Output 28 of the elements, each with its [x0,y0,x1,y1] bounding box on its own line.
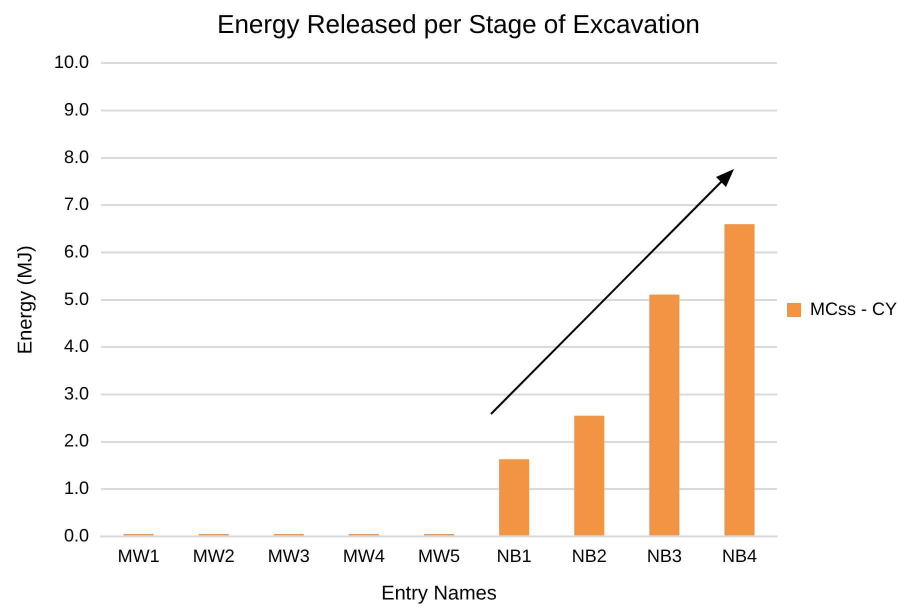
y-tick-label: 7.0 [64,194,90,214]
x-tick-label: NB4 [722,546,757,566]
x-tick-label: NB1 [496,546,532,566]
y-tick-label: 10.0 [54,52,90,72]
bar [574,416,604,536]
x-tick-label: MW1 [118,546,160,566]
y-tick-label: 8.0 [64,146,90,167]
x-tick-label: MW3 [268,546,310,566]
bar [724,224,754,536]
y-axis-title: Energy (MJ) [14,245,37,354]
y-tick-label: 5.0 [64,288,90,309]
y-tick-label: 0.0 [64,525,90,546]
y-tick-label: 3.0 [64,383,90,404]
x-tick-label: MW2 [192,546,235,566]
y-tick-label: 4.0 [64,336,90,356]
bar [649,294,680,536]
legend-label: MCss - CY [810,298,898,319]
x-tick-label: NB3 [646,546,682,566]
x-tick-label: NB2 [572,546,607,566]
y-tick-label: 9.0 [64,99,90,120]
y-tick-label: 6.0 [64,241,90,262]
x-tick-label: MW5 [418,546,460,566]
chart-title: Energy Released per Stage of Excavation [217,8,700,39]
x-tick-label: MW4 [342,546,385,566]
x-axis-title: Entry Names [381,582,497,605]
bar [499,459,530,536]
y-tick-label: 2.0 [64,430,90,451]
y-tick-label: 1.0 [64,478,90,498]
